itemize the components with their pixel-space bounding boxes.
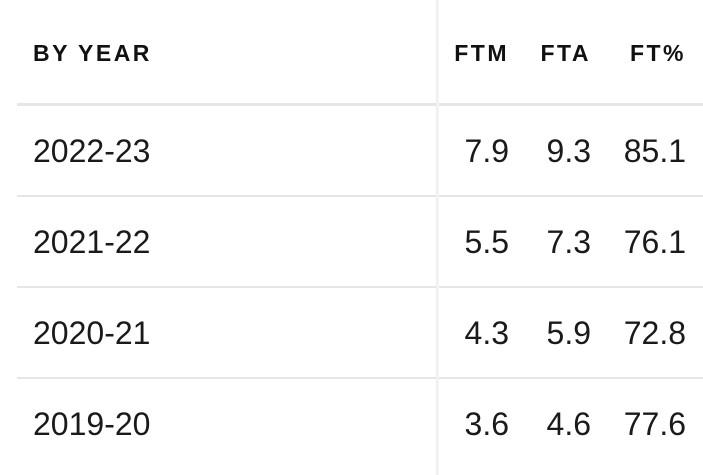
cell-year: 2019-20 [33, 406, 151, 442]
cell-ft-pct: 85.1 [623, 133, 686, 169]
cell-ft-pct: 76.1 [623, 224, 686, 260]
cell-ftm: 4.3 [464, 315, 509, 351]
cell-fta: 7.3 [546, 224, 591, 260]
header-ftm[interactable]: FTM [454, 40, 509, 66]
cell-ftm: 5.5 [464, 224, 509, 260]
header-ft-pct[interactable]: FT% [629, 40, 686, 66]
table-header-row: BY YEAR FTM FTA FT% [17, 0, 703, 106]
table-row: 2021-22 5.5 7.3 76.1 [17, 197, 703, 288]
table-row: 2020-21 4.3 5.9 72.8 [17, 288, 703, 379]
header-fta[interactable]: FTA [540, 40, 591, 66]
cell-year: 2020-21 [33, 315, 151, 351]
cell-fta: 5.9 [546, 315, 591, 351]
table-row: 2019-20 3.6 4.6 77.6 [17, 379, 703, 470]
cell-fta: 4.6 [546, 406, 591, 442]
table-row: 2022-23 7.9 9.3 85.1 [17, 106, 703, 197]
cell-ftm: 3.6 [464, 406, 509, 442]
cell-ftm: 7.9 [464, 133, 509, 169]
cell-ft-pct: 72.8 [623, 315, 686, 351]
cell-ft-pct: 77.6 [623, 406, 686, 442]
header-by-year[interactable]: BY YEAR [33, 40, 152, 66]
cell-year: 2021-22 [33, 224, 151, 260]
sticky-column-divider [436, 0, 439, 475]
cell-fta: 9.3 [546, 133, 591, 169]
cell-year: 2022-23 [33, 133, 151, 169]
